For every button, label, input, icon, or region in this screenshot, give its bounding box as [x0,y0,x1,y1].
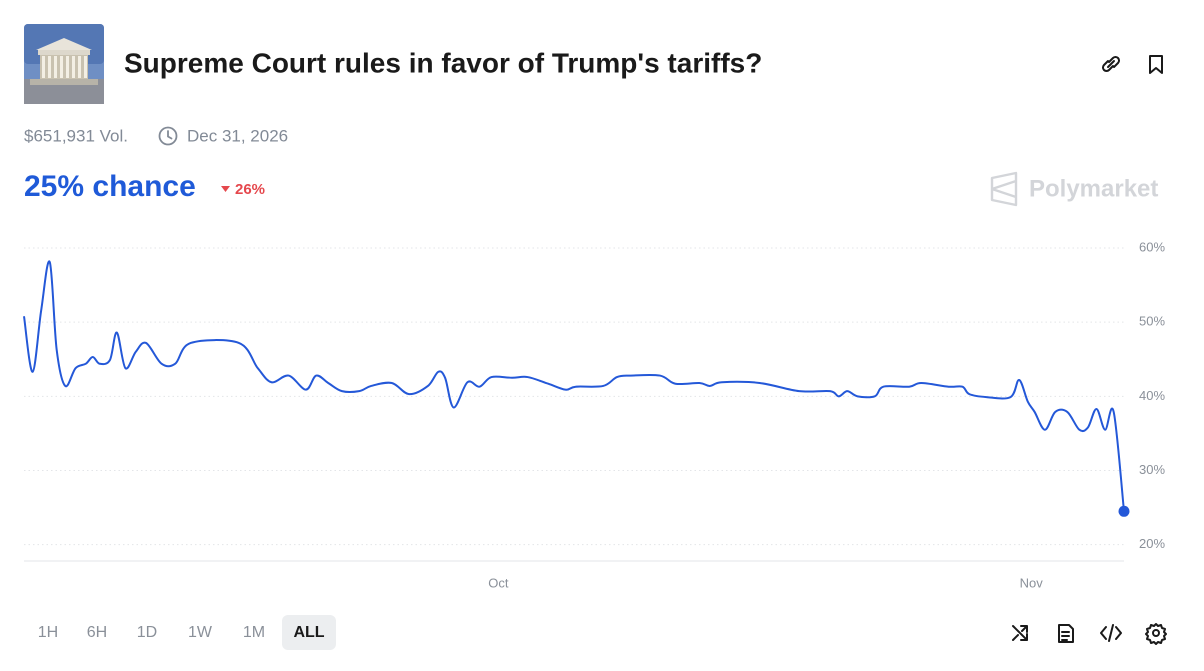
chart: 20% 30% 40% 50% 60% Oct Nov [23,239,1165,590]
time-range-tab[interactable]: ALL [293,624,324,641]
time-range-tab[interactable]: 1H [38,624,58,641]
y-tick-label: 50% [1139,314,1165,329]
last-point [1118,505,1130,517]
down-arrow [221,186,230,192]
document-button[interactable] [1058,624,1074,643]
price-line [23,260,1125,512]
y-tick-label: 30% [1139,462,1165,477]
brand-logo: Polymarket [990,171,1158,207]
time-range-tab[interactable]: 1D [137,624,157,641]
time-range-tab[interactable]: 1M [243,624,265,641]
copy-link-button[interactable] [1101,55,1121,73]
market-title: Supreme Court rules in favor of Trump's … [124,47,762,78]
shuffle-button[interactable] [1012,625,1028,641]
volume: $651,931 Vol. [24,126,128,145]
bookmark-button[interactable] [1149,55,1163,74]
settings-button[interactable] [1145,623,1167,645]
embed-button[interactable] [1100,624,1122,642]
x-tick-label: Nov [1020,575,1044,590]
y-tick-label: 40% [1139,388,1165,403]
time-range-tab[interactable]: 1W [188,624,213,641]
y-tick-label: 20% [1139,536,1165,551]
chance: 25% chance [24,170,196,203]
brand-name: Polymarket [1029,175,1158,202]
clock-icon [158,126,178,146]
market-image [24,24,104,104]
end-date: Dec 31, 2026 [187,126,288,145]
active-tab-bg [282,615,336,650]
change: 26% [235,181,265,198]
time-range-tabs: 1H 6H 1D 1W 1M ALL [38,615,336,650]
y-tick-label: 60% [1139,239,1165,254]
x-tick-label: Oct [488,575,509,590]
time-range-tab[interactable]: 6H [87,624,107,641]
